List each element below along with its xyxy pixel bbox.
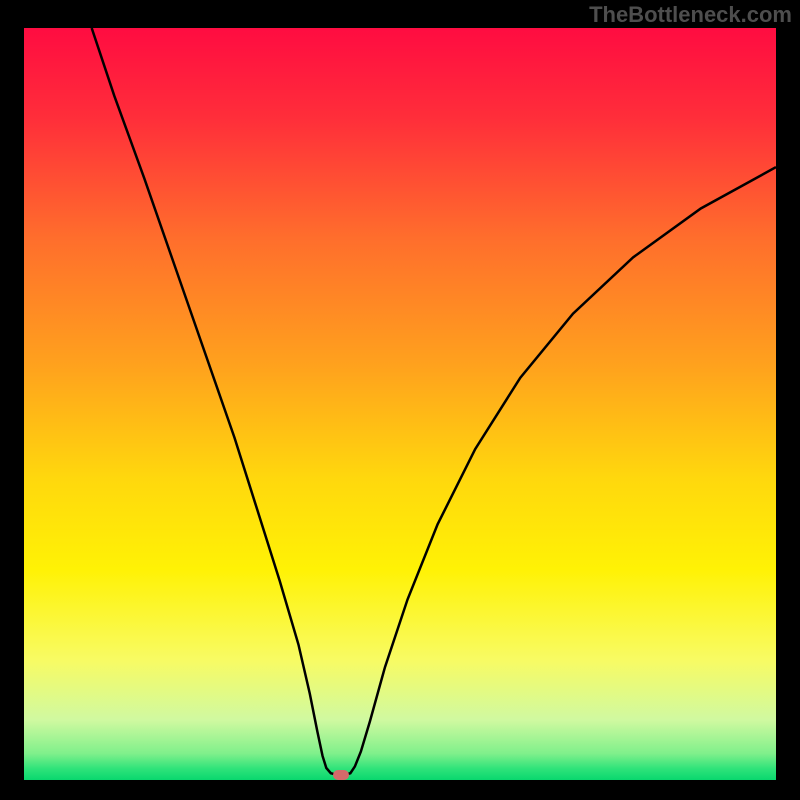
bottleneck-curve [24, 28, 776, 780]
optimum-marker [333, 770, 349, 780]
watermark-text: TheBottleneck.com [589, 2, 792, 28]
plot-area [24, 28, 776, 780]
chart-wrapper: TheBottleneck.com [0, 0, 800, 800]
curve-path [92, 28, 776, 775]
